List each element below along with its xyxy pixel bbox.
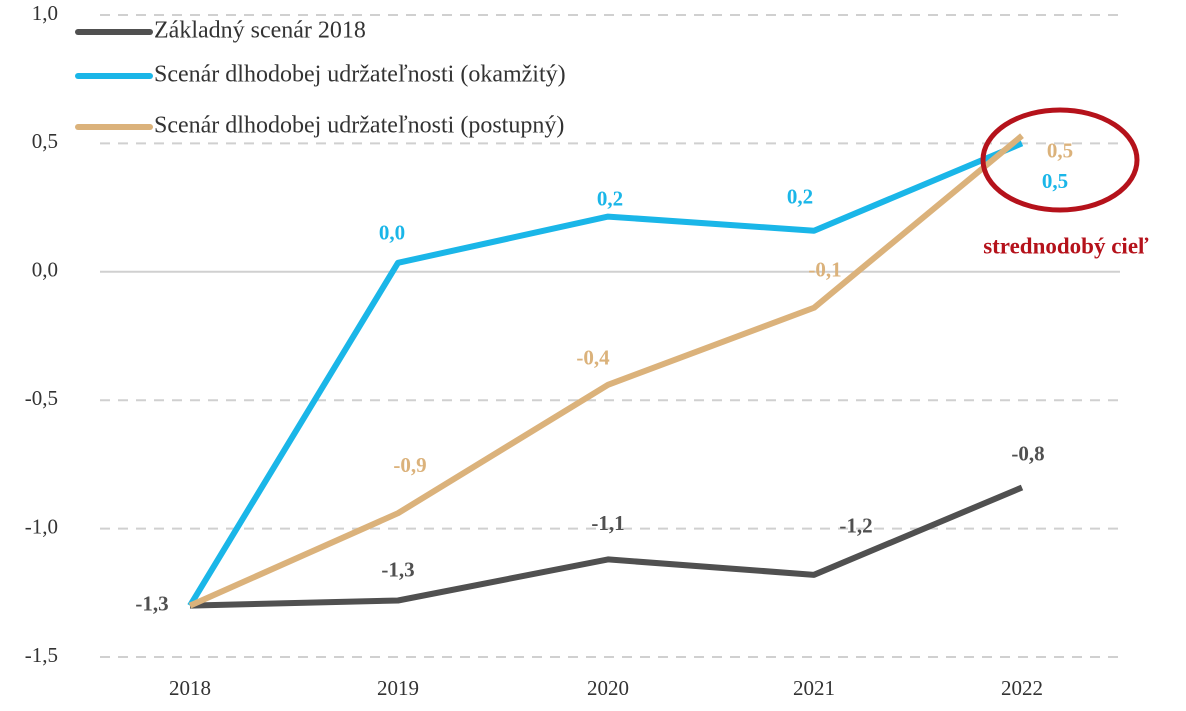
series-line: [187, 140, 1024, 608]
x-tick-label: 2018: [169, 676, 211, 700]
data-label: -1,1: [591, 511, 624, 535]
y-tick-label: 0,0: [32, 258, 58, 282]
data-label: -0,8: [1011, 441, 1044, 465]
x-tick-label: 2020: [587, 676, 629, 700]
data-label: 0,0: [379, 221, 405, 245]
x-tick-label: 2022: [1001, 676, 1043, 700]
x-tick-label: 2021: [793, 676, 835, 700]
x-tick-label: 2019: [377, 676, 419, 700]
series-line: [189, 484, 1024, 609]
legend-label: Scenár dlhodobej udržateľnosti (okamžitý…: [154, 62, 566, 88]
series-line: [188, 133, 1024, 609]
data-label: -0,9: [393, 453, 426, 477]
y-tick-label: -0,5: [25, 386, 58, 410]
data-label: 0,5: [1042, 169, 1068, 193]
y-tick-label: 0,5: [32, 129, 58, 153]
data-label: -1,2: [839, 514, 872, 538]
data-label: 0,5: [1047, 139, 1073, 163]
annotation: strednodobý cieľ: [983, 233, 1149, 258]
data-label: 0,2: [597, 186, 623, 210]
legend-label: Scenár dlhodobej udržateľnosti (postupný…: [154, 113, 564, 139]
y-tick-label: -1,0: [25, 514, 58, 538]
data-label: -0,1: [808, 258, 841, 282]
data-label: -1,3: [381, 557, 414, 581]
legend-label: Základný scenár 2018: [154, 18, 366, 44]
target-circle: [980, 107, 1140, 213]
data-label: -1,3: [135, 591, 168, 615]
y-tick-label: 1,0: [32, 1, 58, 25]
data-label: 0,2: [787, 185, 813, 209]
y-tick-label: -1,5: [25, 643, 58, 667]
data-label: -0,4: [576, 346, 610, 370]
